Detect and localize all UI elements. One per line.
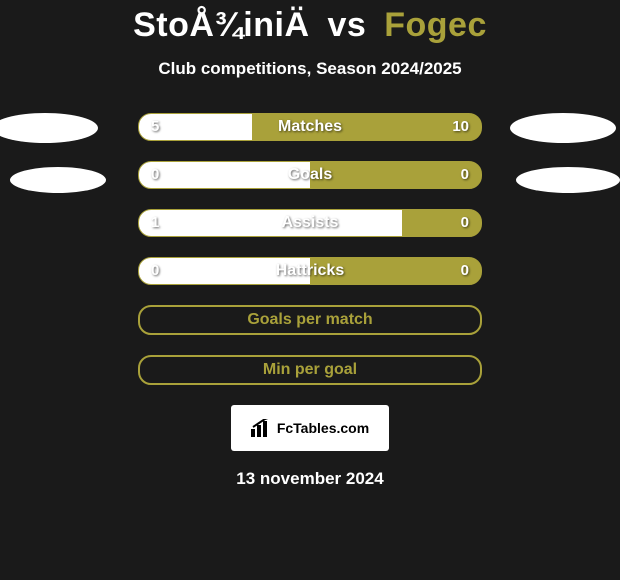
comparison-card: StoÅ¾iniÄ vs Fogec Club competitions, Se… bbox=[0, 0, 620, 580]
stat-row-goals-per-match: Goals per match bbox=[138, 305, 482, 335]
player2-name: Fogec bbox=[384, 6, 487, 44]
stat-label: Assists bbox=[139, 210, 481, 236]
right-avatar-column bbox=[498, 113, 620, 217]
stat-value-left: 0 bbox=[151, 162, 159, 188]
avatar-placeholder bbox=[516, 167, 620, 193]
stat-label: Matches bbox=[139, 114, 481, 140]
stat-label: Hattricks bbox=[139, 258, 481, 284]
stat-bars: Matches510Goals00Assists10Hattricks00Goa… bbox=[138, 113, 482, 385]
left-avatar-column bbox=[0, 113, 122, 217]
stat-row-goals: Goals0 0 bbox=[138, 161, 482, 189]
stat-label: Min per goal bbox=[140, 357, 480, 383]
stat-row-matches: Matches5 10 bbox=[138, 113, 482, 141]
stat-value-left: 0 bbox=[151, 258, 159, 284]
avatar-placeholder bbox=[0, 113, 98, 143]
stat-value-right: 10 bbox=[452, 114, 469, 140]
chart-icon bbox=[251, 419, 273, 437]
stat-label: Goals bbox=[139, 162, 481, 188]
subtitle: Club competitions, Season 2024/2025 bbox=[0, 59, 620, 79]
stat-row-hattricks: Hattricks0 0 bbox=[138, 257, 482, 285]
title-vs: vs bbox=[327, 6, 366, 44]
stat-value-right: 0 bbox=[461, 258, 469, 284]
stat-value-left: 5 bbox=[151, 114, 159, 140]
date-label: 13 november 2024 bbox=[0, 469, 620, 489]
player1-name: StoÅ¾iniÄ bbox=[133, 6, 309, 44]
stats-zone: Matches510Goals00Assists10Hattricks00Goa… bbox=[0, 113, 620, 385]
brand-text: FcTables.com bbox=[277, 420, 369, 436]
stat-label: Goals per match bbox=[140, 307, 480, 333]
stat-row-min-per-goal: Min per goal bbox=[138, 355, 482, 385]
stat-row-assists: Assists1 0 bbox=[138, 209, 482, 237]
page-title: StoÅ¾iniÄ vs Fogec bbox=[0, 0, 620, 45]
stat-value-right: 0 bbox=[461, 162, 469, 188]
stat-value-left: 1 bbox=[151, 210, 159, 236]
brand-logo: FcTables.com bbox=[231, 405, 389, 451]
avatar-placeholder bbox=[10, 167, 106, 193]
stat-value-right: 0 bbox=[461, 210, 469, 236]
avatar-placeholder bbox=[510, 113, 616, 143]
